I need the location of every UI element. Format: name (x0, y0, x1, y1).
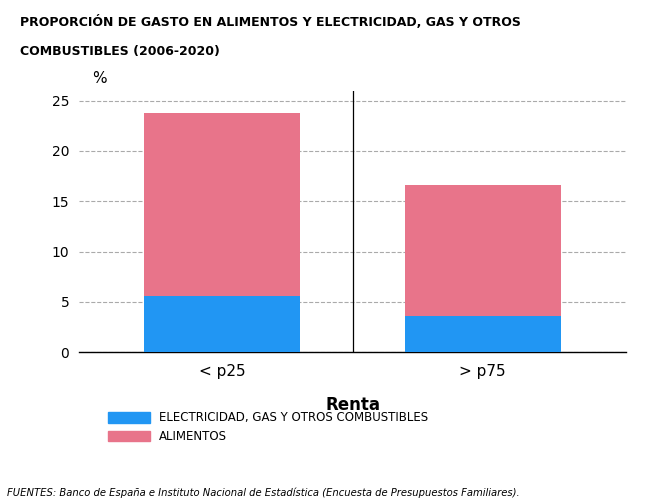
X-axis label: Renta: Renta (325, 395, 380, 413)
Legend: ELECTRICIDAD, GAS Y OTROS COMBUSTIBLES, ALIMENTOS: ELECTRICIDAD, GAS Y OTROS COMBUSTIBLES, … (105, 408, 432, 447)
Text: %: % (92, 70, 107, 86)
Bar (405, 185, 561, 316)
Text: FUENTES: Banco de España e Instituto Nacional de Estadística (Encuesta de Presup: FUENTES: Banco de España e Instituto Nac… (7, 487, 519, 498)
Bar (405, 316, 561, 352)
Bar (144, 113, 301, 296)
Text: PROPORCIÓN DE GASTO EN ALIMENTOS Y ELECTRICIDAD, GAS Y OTROS: PROPORCIÓN DE GASTO EN ALIMENTOS Y ELECT… (20, 15, 521, 29)
Bar (144, 296, 301, 352)
Text: COMBUSTIBLES (2006-2020): COMBUSTIBLES (2006-2020) (20, 45, 219, 58)
